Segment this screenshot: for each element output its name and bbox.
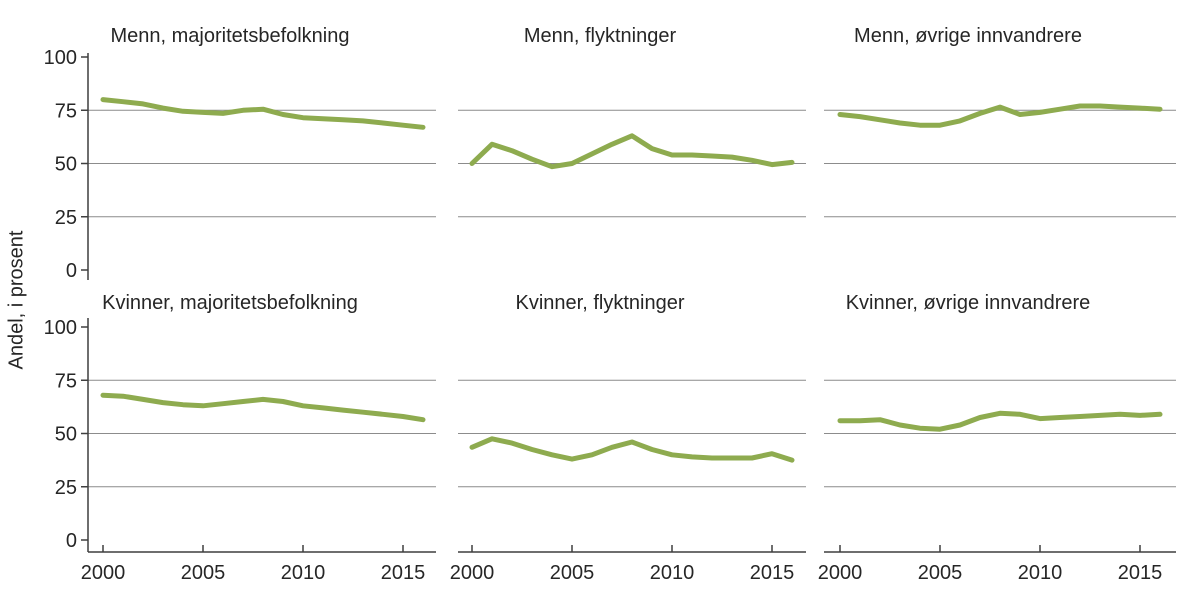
panel-title: Kvinner, majoritetsbefolkning [102, 292, 358, 314]
y-tick-label: 0 [66, 260, 77, 282]
x-tick-label: 2000 [818, 562, 863, 584]
y-tick-label: 100 [44, 47, 77, 69]
panel-title: Menn, flyktninger [524, 25, 677, 47]
data-line [469, 436, 795, 463]
x-tick-label: 2015 [1118, 562, 1163, 584]
y-tick-label: 50 [55, 424, 77, 446]
x-tick-label: 2000 [450, 562, 495, 584]
x-tick-label: 2015 [750, 562, 795, 584]
y-tick-label: 0 [66, 530, 77, 552]
y-tick-label: 75 [55, 100, 77, 122]
x-tick-label: 2005 [181, 562, 226, 584]
x-tick-label: 2005 [550, 562, 595, 584]
x-tick-label: 2010 [650, 562, 695, 584]
data-line [837, 103, 1163, 128]
x-tick-label: 2005 [918, 562, 963, 584]
x-tick-label: 2000 [81, 562, 126, 584]
y-tick-label: 100 [44, 317, 77, 339]
y-tick-label: 25 [55, 207, 77, 229]
data-line [837, 410, 1163, 432]
x-tick-label: 2010 [281, 562, 326, 584]
panel-title: Menn, øvrige innvandrere [854, 25, 1082, 47]
y-tick-label: 50 [55, 154, 77, 176]
x-tick-label: 2010 [1018, 562, 1063, 584]
panel-title: Menn, majoritetsbefolkning [110, 25, 349, 47]
y-tick-label: 25 [55, 477, 77, 499]
data-line [100, 392, 426, 423]
panel-title: Kvinner, flyktninger [516, 292, 685, 314]
y-tick-label: 75 [55, 370, 77, 392]
data-line [100, 97, 426, 130]
data-line [469, 133, 795, 170]
x-tick-label: 2015 [381, 562, 426, 584]
panel-title: Kvinner, øvrige innvandrere [846, 292, 1091, 314]
